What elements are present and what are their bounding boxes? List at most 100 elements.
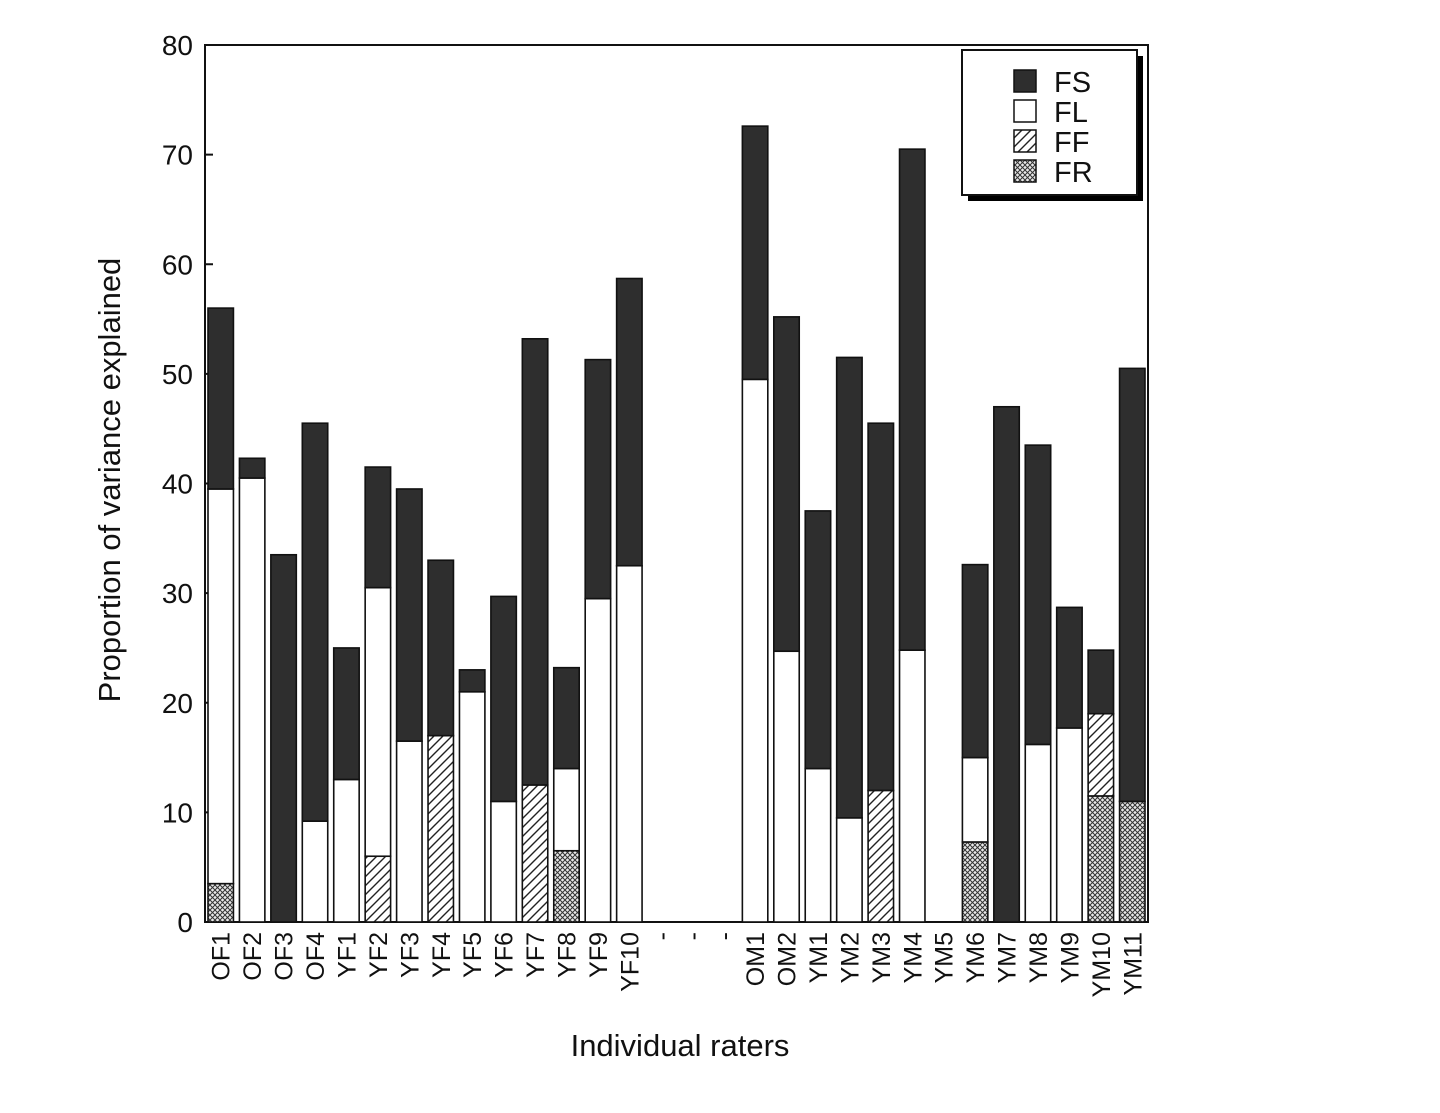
x-tick-label: YF1 bbox=[333, 932, 361, 978]
legend-swatch-fs bbox=[1013, 69, 1037, 93]
x-tick-label: YF8 bbox=[553, 932, 581, 978]
bar-segment-ff bbox=[867, 789, 895, 923]
bar-segment-fr bbox=[552, 849, 580, 923]
x-tick-label: OM2 bbox=[774, 932, 802, 986]
legend-swatch-fl bbox=[1013, 99, 1037, 123]
bar-segment-fr bbox=[1087, 795, 1115, 923]
y-tick-label: 60 bbox=[162, 249, 193, 280]
x-tick-label: OF1 bbox=[208, 932, 236, 981]
legend-label-fs: FS bbox=[1054, 67, 1091, 99]
x-tick-label: YM5 bbox=[931, 932, 959, 983]
legend-label-fr: FR bbox=[1054, 157, 1093, 189]
x-tick-label: - bbox=[679, 932, 707, 940]
bar-segment-fs bbox=[332, 647, 360, 781]
bar-segment-fl bbox=[961, 756, 989, 843]
bar-segment-fs bbox=[238, 457, 266, 479]
bar-segment-fs bbox=[772, 316, 801, 653]
bar-segment-fl bbox=[1055, 727, 1083, 923]
bar-segment-fs bbox=[741, 125, 769, 381]
y-tick-label: 70 bbox=[162, 140, 193, 171]
bar-segment-fs bbox=[835, 356, 863, 819]
y-axis-label: Proportion of variance explained bbox=[92, 258, 127, 703]
bar-segment-fl bbox=[615, 564, 643, 923]
bar-segment-fs bbox=[458, 669, 486, 693]
bar-segment-fs bbox=[898, 148, 926, 651]
legend-swatch-ff bbox=[1013, 129, 1037, 153]
x-tick-label: YM4 bbox=[899, 932, 927, 984]
bar-segment-fl bbox=[490, 800, 518, 923]
bar-segment-ff bbox=[1087, 712, 1115, 797]
bar-segment-fs bbox=[521, 337, 549, 786]
bar-segment-fs bbox=[552, 666, 580, 770]
bar-segment-fr bbox=[1118, 800, 1146, 923]
bar-segment-fl bbox=[584, 597, 612, 923]
bar-segment-fs bbox=[993, 405, 1021, 923]
bar-segment-fs bbox=[301, 422, 329, 822]
x-axis-label: Individual raters bbox=[571, 1028, 790, 1063]
x-axis: OF1 OF2 OF3 OF4 YF1 YF2 YF3 YF4 YF5 YF6 YF7 YF8 YF9 Y… bbox=[208, 932, 1148, 997]
bar-segment-fs bbox=[490, 595, 518, 803]
x-tick-label: YF4 bbox=[428, 932, 456, 978]
bar-segment-fl bbox=[552, 767, 580, 852]
legend-swatch-fr bbox=[1013, 159, 1037, 183]
y-tick-label: 10 bbox=[162, 797, 193, 828]
bar-segment-fl bbox=[332, 778, 360, 923]
x-tick-label: YM6 bbox=[962, 932, 990, 983]
bar-segment-fs bbox=[427, 559, 455, 737]
x-tick-label: YF3 bbox=[396, 932, 424, 978]
x-tick-label: - bbox=[711, 932, 739, 940]
x-tick-label: YM1 bbox=[805, 932, 833, 983]
bar-segment-fr bbox=[961, 841, 989, 923]
x-tick-label: YF5 bbox=[459, 932, 487, 978]
bars bbox=[207, 125, 1146, 923]
legend-label-fl: FL bbox=[1054, 97, 1088, 129]
bar-segment-fs bbox=[615, 277, 643, 567]
x-tick-label: OM1 bbox=[742, 932, 770, 986]
x-tick-label: YM3 bbox=[868, 932, 896, 983]
bar-segment-fl bbox=[835, 817, 863, 923]
x-tick-label: OF4 bbox=[302, 932, 330, 981]
legend-label-ff: FF bbox=[1054, 127, 1089, 159]
bar-segment-fs bbox=[584, 358, 612, 600]
x-tick-label: YF9 bbox=[585, 932, 613, 978]
y-axis: 0 10 20 30 40 50 60 70 80 bbox=[162, 30, 213, 938]
bar-segment-fl bbox=[741, 378, 769, 923]
x-tick-label: YM2 bbox=[836, 932, 864, 983]
y-tick-label: 30 bbox=[162, 578, 193, 609]
y-tick-label: 0 bbox=[177, 907, 193, 938]
bar-segment-fs bbox=[395, 488, 423, 742]
bar-segment-fs bbox=[270, 553, 298, 923]
bar-segment-fl bbox=[238, 477, 266, 923]
bar-segment-fl bbox=[898, 649, 926, 923]
x-tick-label: - bbox=[648, 932, 676, 940]
bar-segment-fs bbox=[1087, 649, 1115, 715]
bar-segment-fl bbox=[458, 690, 486, 923]
x-tick-label: YF10 bbox=[616, 932, 644, 992]
bar-segment-fs bbox=[364, 466, 392, 589]
bar-segment-fl bbox=[395, 740, 423, 923]
x-tick-label: YM8 bbox=[1025, 932, 1053, 983]
x-tick-label: OF2 bbox=[239, 932, 267, 981]
y-tick-label: 50 bbox=[162, 359, 193, 390]
bar-segment-ff bbox=[427, 734, 455, 923]
x-tick-label: YF6 bbox=[491, 932, 519, 978]
y-tick-label: 40 bbox=[162, 469, 193, 500]
x-tick-label: YM7 bbox=[994, 932, 1022, 983]
bar-segment-fs bbox=[961, 563, 989, 759]
x-tick-label: YM11 bbox=[1119, 932, 1147, 995]
bar-segment-fs bbox=[1024, 444, 1052, 746]
y-tick-label: 20 bbox=[162, 688, 193, 719]
bar-segment-fs bbox=[804, 510, 832, 770]
bar-segment-fl bbox=[207, 488, 235, 885]
x-tick-label: OF3 bbox=[271, 932, 299, 981]
bar-segment-fs bbox=[1055, 606, 1083, 729]
y-tick-label: 80 bbox=[162, 30, 193, 61]
x-tick-label: YF7 bbox=[522, 932, 550, 978]
bar-segment-ff bbox=[364, 855, 392, 923]
bar-segment-fl bbox=[804, 767, 832, 923]
legend-box bbox=[961, 49, 1138, 196]
bar-segment-fl bbox=[301, 820, 329, 923]
x-tick-label: YM10 bbox=[1088, 932, 1116, 997]
